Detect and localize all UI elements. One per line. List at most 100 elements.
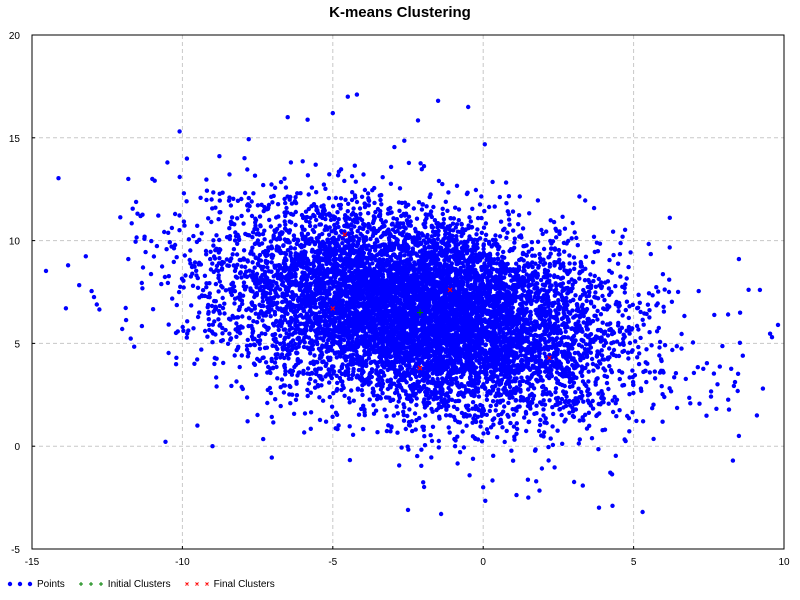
data-point — [274, 292, 279, 297]
data-point — [497, 234, 503, 239]
data-point — [330, 414, 335, 419]
data-point — [165, 280, 171, 286]
data-point — [697, 401, 702, 406]
data-point — [511, 386, 517, 392]
data-point — [369, 367, 375, 372]
data-point — [553, 390, 558, 395]
data-point — [204, 285, 209, 290]
data-point — [306, 206, 311, 212]
y-tick-label: 0 — [14, 442, 20, 453]
data-point — [440, 206, 445, 211]
data-point — [248, 343, 253, 348]
data-point — [208, 267, 214, 272]
data-point — [324, 361, 329, 366]
data-point — [477, 202, 483, 207]
data-point — [234, 379, 239, 384]
data-point — [516, 222, 521, 227]
data-point — [436, 445, 441, 450]
data-point — [342, 393, 347, 398]
data-point — [195, 314, 201, 320]
data-point — [249, 199, 254, 204]
data-point — [205, 334, 210, 339]
data-point — [657, 353, 662, 358]
data-point — [382, 407, 387, 412]
data-point — [346, 238, 352, 243]
data-point — [316, 235, 321, 240]
data-point — [640, 419, 646, 424]
data-point — [346, 396, 352, 401]
data-point — [537, 251, 542, 257]
data-point — [606, 286, 612, 291]
data-point — [588, 340, 593, 345]
data-point — [622, 290, 627, 295]
data-point — [237, 364, 242, 370]
data-point — [391, 216, 396, 221]
data-point — [239, 384, 244, 390]
data-point — [419, 447, 424, 452]
data-point — [217, 198, 222, 203]
data-point — [560, 315, 566, 321]
data-point — [388, 181, 394, 186]
data-point — [549, 246, 554, 251]
data-point — [419, 463, 424, 468]
data-point — [288, 246, 293, 251]
data-point — [365, 229, 370, 235]
data-point — [525, 261, 530, 266]
data-point — [649, 343, 654, 348]
data-point — [162, 274, 168, 280]
data-point — [63, 306, 69, 311]
data-point — [605, 303, 610, 308]
data-point — [388, 429, 393, 434]
data-point — [309, 249, 315, 254]
data-point — [342, 178, 347, 184]
data-point — [177, 174, 182, 180]
data-point — [532, 319, 537, 324]
data-point — [577, 276, 582, 281]
data-point — [607, 257, 612, 263]
data-point — [265, 265, 270, 270]
data-point — [287, 197, 292, 202]
data-point — [438, 394, 443, 400]
data-point — [602, 338, 607, 343]
data-point — [257, 214, 263, 219]
data-point — [195, 357, 200, 362]
data-point — [308, 410, 314, 415]
data-point — [211, 243, 216, 248]
data-point — [655, 301, 660, 306]
y-tick-label: 5 — [14, 339, 20, 350]
data-point — [591, 304, 597, 309]
data-point — [667, 215, 672, 220]
data-point — [356, 412, 362, 417]
data-point — [737, 340, 743, 345]
data-point — [199, 231, 204, 236]
x-tick-label: 10 — [778, 557, 790, 568]
data-point — [534, 479, 539, 484]
data-point — [140, 265, 146, 270]
data-point — [269, 182, 274, 187]
data-point — [377, 213, 383, 219]
data-point — [615, 261, 621, 266]
data-point — [484, 427, 490, 432]
data-point — [343, 197, 348, 202]
data-point — [274, 364, 279, 370]
data-point — [556, 298, 561, 303]
data-point — [605, 333, 611, 338]
data-point — [294, 241, 299, 247]
chart-title: K-means Clustering — [329, 4, 471, 21]
data-point — [459, 410, 465, 416]
data-point — [605, 355, 611, 360]
data-point — [575, 243, 580, 248]
data-point — [457, 450, 463, 455]
y-tick-label: 20 — [9, 31, 21, 42]
data-point — [185, 319, 190, 324]
data-point — [495, 251, 500, 257]
data-point — [273, 397, 278, 402]
data-point — [627, 392, 632, 397]
data-point — [164, 247, 169, 252]
data-point — [351, 398, 356, 403]
data-point — [447, 430, 452, 435]
data-point — [660, 272, 666, 277]
data-point — [241, 248, 247, 253]
data-point — [317, 395, 322, 400]
